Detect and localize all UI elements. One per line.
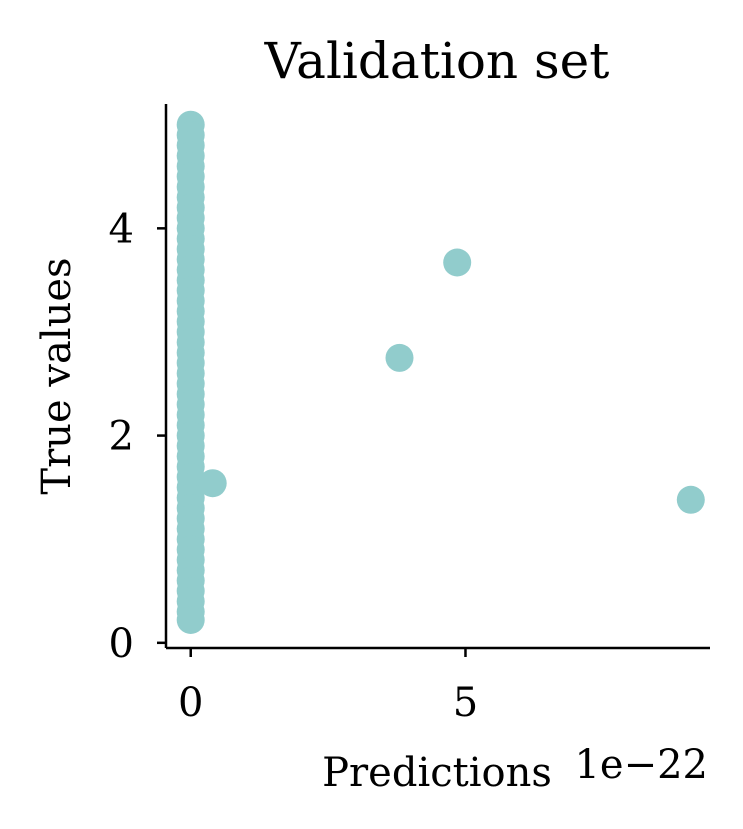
x-axis-label: Predictions	[322, 750, 552, 796]
x-tick-label: 5	[453, 680, 478, 726]
points-layer	[176, 110, 705, 634]
x-offset-label: 1e−22	[574, 742, 708, 788]
y-ticks: 0 2 4	[109, 206, 166, 667]
data-point	[385, 343, 414, 372]
data-point	[443, 248, 472, 277]
y-axis-label: True values	[34, 257, 80, 494]
data-point	[676, 485, 705, 514]
data-point	[176, 606, 205, 634]
y-tick-label: 4	[109, 206, 134, 252]
data-point	[198, 469, 227, 498]
y-tick-label: 2	[109, 414, 134, 460]
chart-title: Validation set	[264, 32, 610, 90]
x-tick-label: 0	[178, 680, 203, 726]
y-tick-label: 0	[109, 621, 134, 667]
